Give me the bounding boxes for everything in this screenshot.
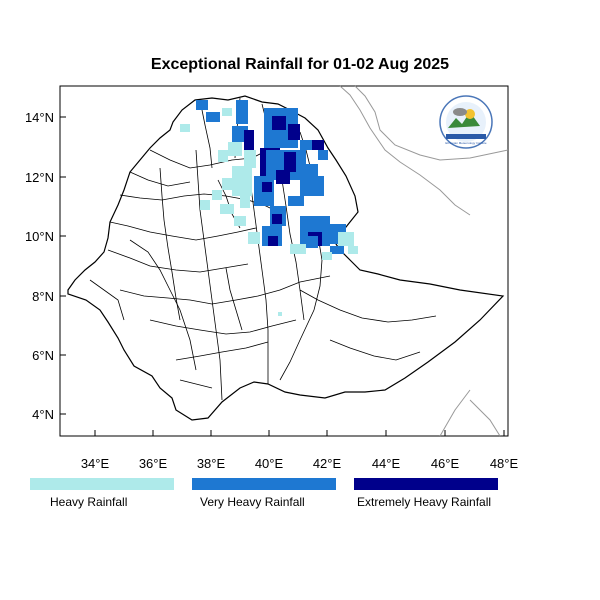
rainfall-cell [278, 312, 282, 316]
rainfall-cell [206, 112, 220, 122]
rainfall-cell [244, 150, 256, 168]
rainfall-cell [288, 124, 300, 140]
lat-tick-label: 10°N [25, 229, 54, 244]
lon-tick-label: 44°E [372, 456, 401, 471]
rainfall-cell [196, 100, 208, 110]
rainfall-cell [222, 108, 232, 116]
country-outline [67, 95, 505, 421]
rainfall-cell [218, 150, 228, 162]
legend-swatch-heavy [30, 478, 174, 490]
rainfall-cell [300, 176, 324, 196]
rainfall-cell [232, 166, 252, 196]
axis-ticks: 34°E 36°E 38°E 40°E 42°E 44°E 46°E 48°E 14°N 12°N… [25, 110, 519, 471]
rainfall-cell [288, 196, 304, 206]
rainfall-cell [284, 152, 296, 172]
lat-tick-label: 8°N [32, 289, 54, 304]
rainfall-cell [276, 170, 290, 184]
lon-tick-label: 42°E [313, 456, 342, 471]
lon-tick-label: 38°E [197, 456, 226, 471]
rainfall-overlay [180, 100, 358, 316]
rainfall-cell [348, 246, 358, 254]
rainfall-cell [338, 232, 354, 246]
logo-text: Ethiopian Meteorology Institute [445, 141, 487, 145]
rainfall-cell [330, 246, 344, 254]
legend-swatch-very-heavy [192, 478, 336, 490]
lon-tick-label: 34°E [81, 456, 110, 471]
rainfall-cell [236, 100, 248, 124]
lon-tick-label: 36°E [139, 456, 168, 471]
rainfall-cell [312, 140, 324, 150]
legend-swatch-extremely-heavy [354, 478, 498, 490]
rainfall-cell [212, 190, 222, 200]
lon-tick-label: 46°E [431, 456, 460, 471]
lat-tick-label: 4°N [32, 407, 54, 422]
rainfall-cell [180, 124, 190, 132]
rainfall-cell [220, 204, 234, 214]
rainfall-cell [262, 182, 272, 192]
legend-label-very-heavy: Very Heavy Rainfall [200, 495, 305, 509]
rainfall-cell [318, 150, 328, 160]
rainfall-cell [290, 244, 306, 254]
lon-tick-label: 40°E [255, 456, 284, 471]
lon-tick-label: 48°E [490, 456, 519, 471]
map-title: Exceptional Rainfall for 01-02 Aug 2025 [150, 56, 450, 73]
lat-tick-label: 14°N [25, 110, 54, 125]
rainfall-cell [240, 196, 250, 208]
admin-boundaries [89, 97, 437, 401]
rainfall-cell [200, 200, 210, 210]
rainfall-cell [228, 142, 242, 156]
meteorology-agency-logo-icon [439, 95, 493, 149]
legend-label-extremely-heavy: Extremely Heavy Rainfall [357, 495, 492, 509]
rainfall-cell [300, 140, 314, 150]
lat-tick-label: 12°N [25, 170, 54, 185]
legend-label-heavy: Heavy Rainfall [50, 495, 128, 509]
map-frame [59, 85, 509, 437]
lat-tick-label: 6°N [32, 348, 54, 363]
rainfall-cell [272, 214, 282, 224]
rainfall-cell [322, 252, 332, 260]
rainfall-cell [248, 232, 260, 244]
rainfall-cell [272, 116, 286, 130]
rainfall-cell [234, 216, 246, 226]
rainfall-cell [296, 164, 318, 176]
rainfall-cell [268, 236, 278, 246]
rainfall-cell [222, 178, 236, 190]
rainfall-cell [244, 130, 254, 152]
neighbor-borders [339, 85, 509, 437]
